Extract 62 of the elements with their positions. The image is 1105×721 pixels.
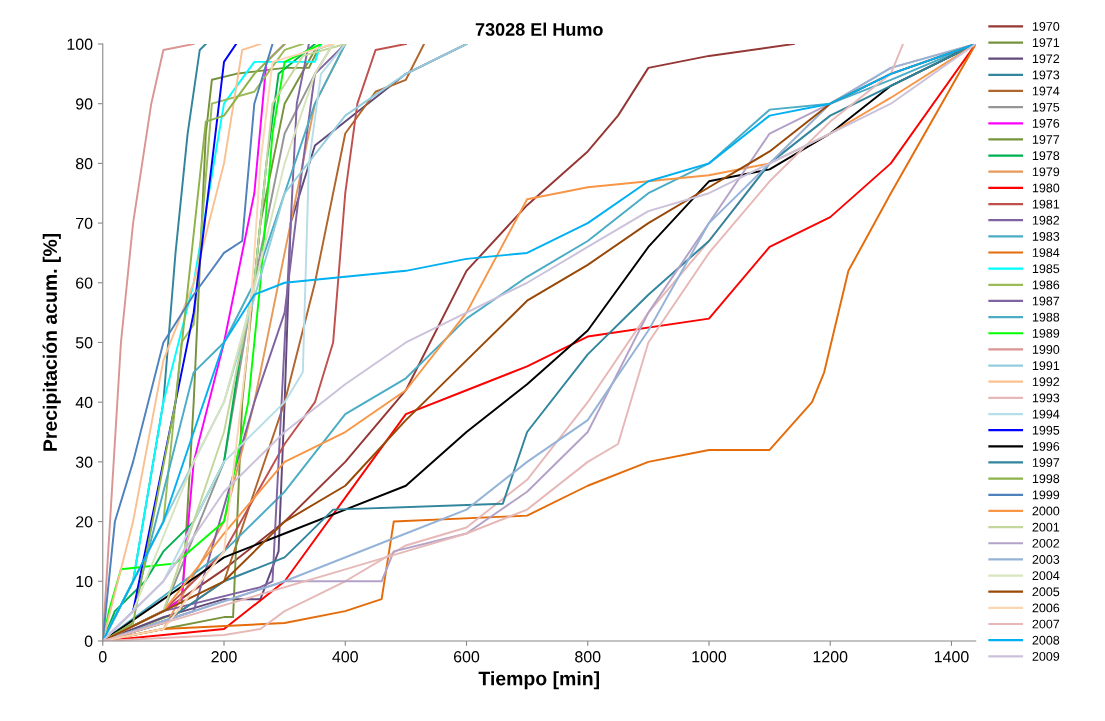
legend-label: 1993: [1032, 393, 1060, 403]
legend-label: 2008: [1032, 635, 1060, 645]
legend-label: 1979: [1032, 167, 1060, 177]
y-tick-label: 10: [76, 575, 93, 588]
legend-label: 1990: [1032, 345, 1060, 354]
x-tick-label: 0: [98, 651, 107, 663]
x-tick-label: 800: [575, 651, 601, 663]
y-tick-label: 30: [75, 456, 93, 468]
legend-label: 1995: [1032, 425, 1060, 435]
y-tick-label: 0: [84, 635, 93, 647]
legend-label: 1994: [1032, 409, 1060, 419]
legend-label: 1980: [1032, 183, 1060, 193]
legend-label: 2003: [1032, 555, 1060, 564]
legend-label: 1999: [1032, 490, 1060, 500]
legend-label: 1971: [1032, 38, 1060, 48]
x-tick-label: 200: [211, 651, 237, 663]
legend-label: 1998: [1032, 474, 1060, 484]
legend-label: 1997: [1032, 458, 1060, 467]
legend-label: 1988: [1032, 312, 1060, 322]
legend-label: 1975: [1032, 102, 1060, 112]
legend-label: 1989: [1032, 328, 1060, 338]
legend-label: 1986: [1032, 280, 1060, 290]
legend-label: 2001: [1032, 522, 1060, 532]
x-tick-label: 600: [453, 651, 480, 663]
legend-label: 1982: [1032, 215, 1060, 225]
legend-label: 2006: [1032, 603, 1060, 613]
x-tick-label: 1400: [934, 651, 969, 663]
x-tick-label: 400: [332, 651, 358, 663]
chart-title: 73028 El Humo: [475, 22, 603, 36]
legend-label: 1976: [1032, 118, 1060, 128]
legend-label: 2009: [1032, 651, 1060, 661]
x-axis-title: Tiempo [min]: [478, 671, 600, 690]
legend-label: 1974: [1032, 86, 1060, 96]
legend-label: 1984: [1032, 248, 1060, 257]
x-tick-label: 1200: [813, 651, 848, 663]
y-tick-label: 60: [76, 277, 93, 289]
legend-label: 1977: [1032, 135, 1060, 144]
y-tick-label: 80: [75, 158, 93, 170]
legend-label: 1985: [1032, 264, 1060, 274]
x-tick-label: 1000: [692, 651, 727, 663]
y-tick-label: 70: [76, 217, 93, 230]
y-tick-label: 90: [76, 98, 93, 110]
y-tick-label: 100: [67, 38, 93, 50]
legend-label: 1978: [1032, 151, 1060, 161]
y-tick-label: 50: [75, 337, 93, 349]
legend-label: 1992: [1032, 377, 1060, 387]
legend-label: 1996: [1032, 441, 1060, 451]
legend-label: 2005: [1032, 587, 1060, 597]
legend-label: 1972: [1032, 54, 1060, 64]
legend-label: 2000: [1032, 506, 1060, 516]
legend-label: 2004: [1032, 571, 1060, 581]
legend-label: 1983: [1032, 231, 1060, 241]
y-axis-title: Precipitación acum. [%]: [42, 233, 61, 451]
y-tick-label: 40: [75, 396, 93, 409]
legend-label: 2002: [1032, 538, 1060, 548]
legend-label: 1981: [1032, 199, 1060, 209]
legend-label: 2007: [1032, 619, 1060, 629]
y-tick-label: 20: [76, 516, 93, 528]
legend-label: 1973: [1032, 70, 1060, 80]
legend-label: 1970: [1032, 22, 1060, 31]
legend-label: 1987: [1032, 296, 1060, 306]
legend-label: 1991: [1032, 361, 1060, 371]
